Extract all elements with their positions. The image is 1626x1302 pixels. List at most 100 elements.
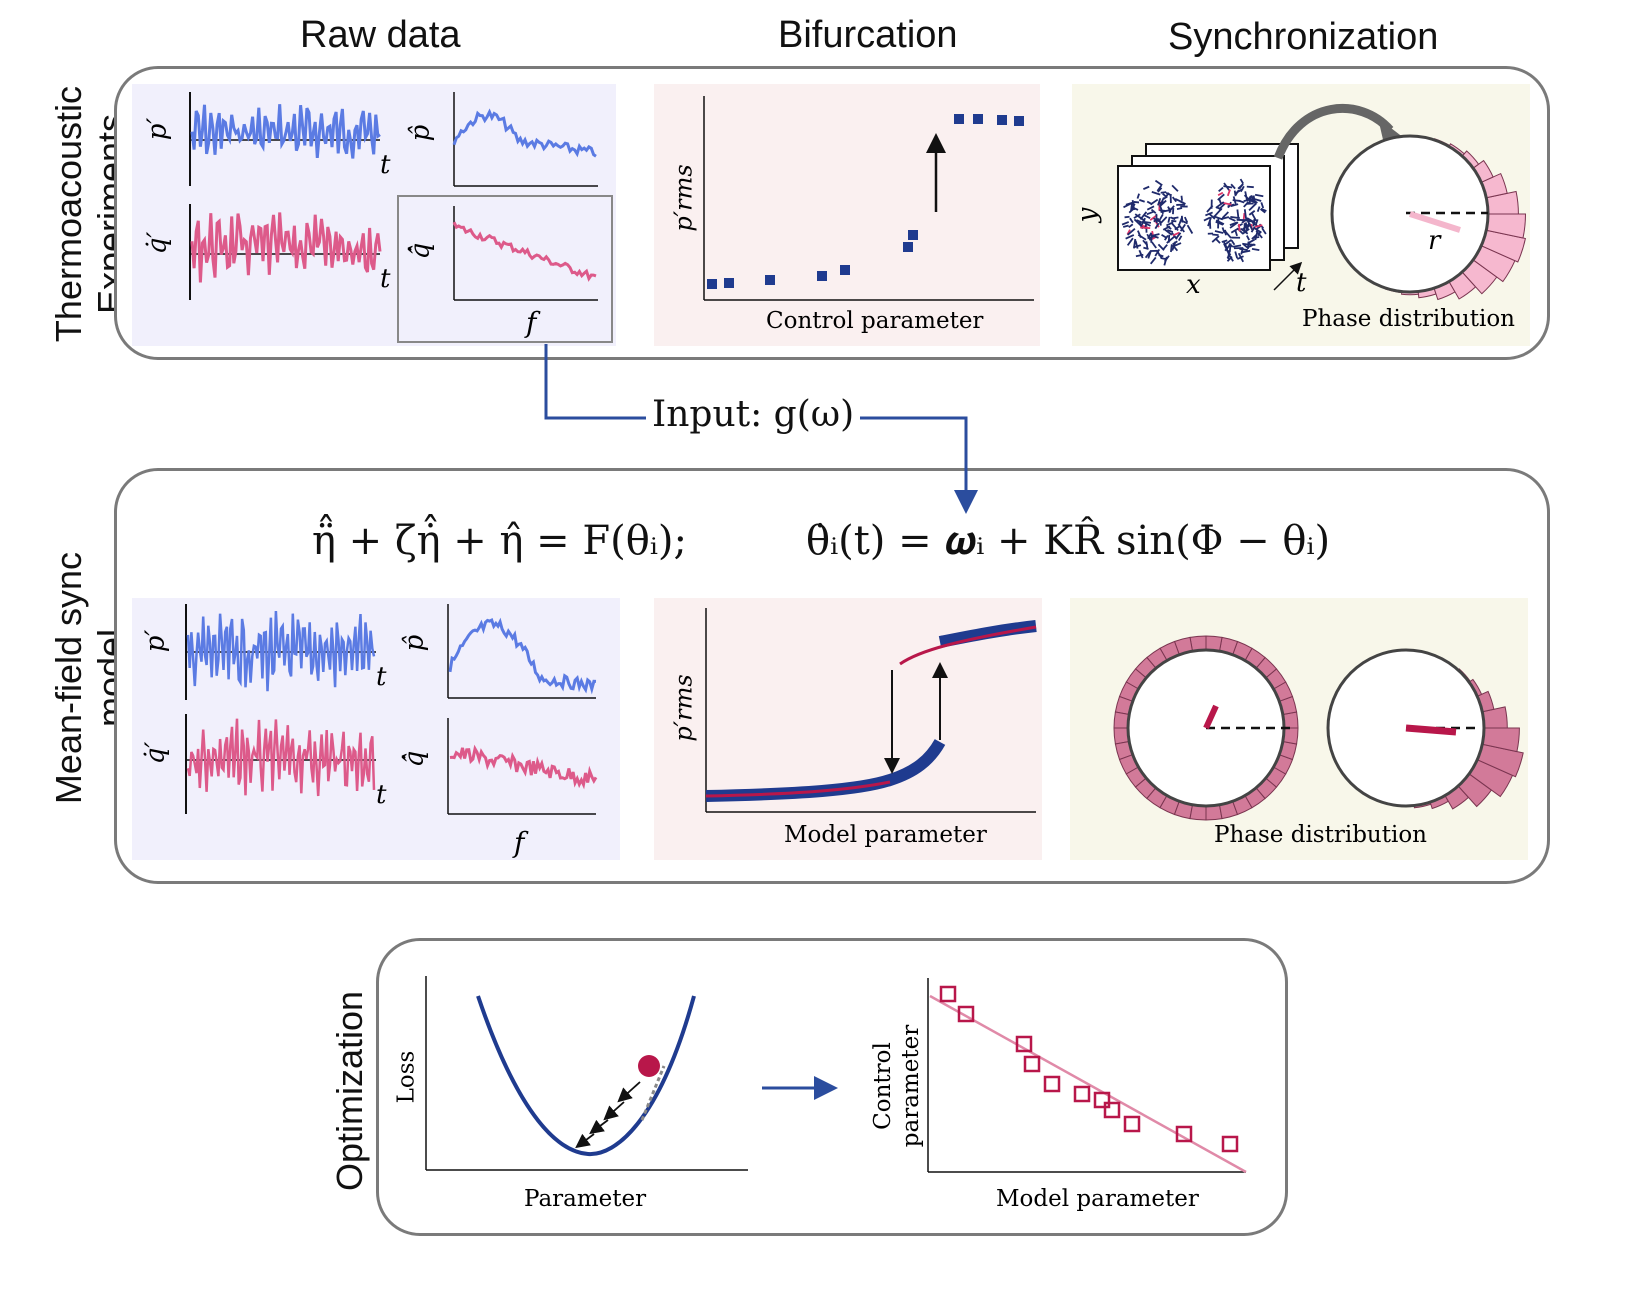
flame-streak <box>1236 255 1244 260</box>
calibration-point <box>1221 1135 1239 1153</box>
flame-streak <box>1255 230 1263 239</box>
flame-streak <box>1145 241 1149 249</box>
flame-streak <box>1221 227 1226 234</box>
flame-streak <box>1125 234 1135 240</box>
flame-streak <box>1248 202 1257 212</box>
exp-bif-point <box>765 275 775 285</box>
calibration-point <box>1123 1115 1141 1133</box>
current-parameter-dot <box>638 1055 660 1077</box>
flame-streak <box>1244 223 1250 234</box>
exp-f-label: f <box>526 306 537 339</box>
calibration-point <box>1103 1101 1121 1119</box>
flame-streak <box>1122 224 1129 228</box>
flame-streak <box>1136 219 1143 224</box>
flame-streak <box>1159 199 1167 207</box>
scatter-ylabel: Control parameter <box>869 1011 925 1161</box>
flame-streak <box>1146 205 1155 211</box>
mod-bif-lower-branch <box>705 738 946 802</box>
flame-streak <box>1157 187 1163 193</box>
loss-ylabel: Loss <box>393 1050 420 1104</box>
sync-y-label: y <box>1072 207 1103 223</box>
mod-phase-circle-incoherent <box>1113 635 1299 821</box>
flame-streak <box>1227 203 1235 208</box>
mod-bif-ylabel: p′rms <box>669 674 698 742</box>
flame-streak <box>1180 215 1184 223</box>
flame-streak <box>1164 228 1173 236</box>
exp-qhat-label: q̇̂ <box>405 242 436 260</box>
flame-streak <box>1212 233 1219 237</box>
calibration-point <box>1043 1075 1061 1093</box>
sync-x-label: x <box>1186 270 1201 300</box>
flame-streak <box>1151 241 1157 249</box>
exp-p-label: p′ <box>142 117 173 141</box>
flame-streak <box>1214 230 1224 234</box>
calibration-point <box>1093 1091 1111 1109</box>
flame-streak <box>1230 239 1236 246</box>
flame-streak <box>1165 192 1172 197</box>
flame-streak <box>1139 198 1145 203</box>
flame-streak <box>1161 233 1168 239</box>
flame-streak <box>1121 221 1130 226</box>
flame-streak <box>1207 216 1212 227</box>
mod-t-label-2: t <box>376 780 387 810</box>
header-synchronization: Synchronization <box>1168 16 1439 58</box>
flame-streak <box>1159 209 1166 212</box>
flame-streak <box>1248 243 1255 248</box>
flame-streak <box>1238 223 1241 232</box>
flame-streak <box>1154 179 1163 186</box>
scatter-ylabel-line1: Control <box>870 1042 896 1130</box>
loss-xlabel: Parameter <box>524 1186 647 1212</box>
flame-streak <box>1232 244 1242 248</box>
flame-streak <box>1150 233 1160 237</box>
mod-bif-bg <box>654 598 1042 860</box>
flame-streak <box>1171 196 1177 203</box>
flame-streak <box>1248 210 1256 216</box>
flame-streak <box>1234 188 1244 195</box>
flame-streak <box>1254 224 1263 228</box>
flame-streak <box>1246 235 1250 241</box>
flame-streak <box>1128 223 1134 229</box>
flame-streak <box>1141 220 1151 227</box>
flame-streak <box>1230 215 1240 220</box>
mod-f-label: f <box>514 826 525 859</box>
flame-streak <box>1167 216 1171 223</box>
flame-streak <box>1228 217 1236 222</box>
mod-phase-caption: Phase distribution <box>1214 822 1427 848</box>
flame-streak <box>1247 220 1254 231</box>
flame-streak <box>1250 198 1258 204</box>
flame-streak <box>1234 230 1238 237</box>
flame-streak <box>1166 229 1174 233</box>
flame-streak <box>1150 208 1157 214</box>
time-axis-arrow <box>1273 261 1303 291</box>
exp-t-label-2: t <box>380 264 391 294</box>
flame-streak <box>1251 247 1260 252</box>
exp-bifurcation-plot <box>703 96 1034 301</box>
calibration-point <box>1175 1125 1193 1143</box>
flame-streak <box>1175 232 1182 240</box>
flame-streak <box>1143 185 1150 190</box>
mod-p-time-plot <box>185 604 376 700</box>
flame-streak <box>1176 207 1183 210</box>
flame-streak <box>1137 230 1142 238</box>
exp-phase-circle <box>1330 134 1527 301</box>
flame-streak <box>1130 202 1133 211</box>
exp-bif-point <box>817 271 827 281</box>
exp-bif-point <box>724 278 734 288</box>
flame-streak <box>1131 200 1136 211</box>
flame-streak <box>1216 206 1223 211</box>
flame-streak <box>1135 253 1144 258</box>
flame-streak <box>1138 249 1144 259</box>
flame-streak <box>1259 208 1266 214</box>
sync-t-label: t <box>1296 268 1307 298</box>
exp-bif-point <box>954 114 964 124</box>
flame-streak <box>1167 234 1171 243</box>
exp-phase-caption: Phase distribution <box>1302 306 1515 332</box>
flame-streak <box>1211 235 1220 243</box>
flame-streak <box>1157 197 1162 206</box>
flame-streak <box>1153 217 1162 223</box>
flame-streak <box>1171 184 1179 192</box>
scatter-ylabel-line2: parameter <box>898 1024 924 1148</box>
exp-bif-bg <box>654 84 1040 346</box>
calibration-fit-line <box>929 994 1247 1174</box>
